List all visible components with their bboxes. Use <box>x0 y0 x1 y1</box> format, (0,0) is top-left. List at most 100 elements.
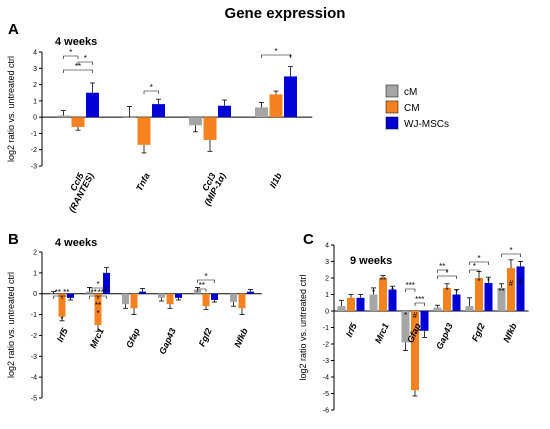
y-axis-label: log2 ratio vs. untreated ctrl <box>6 56 16 162</box>
significance-mark: ** <box>55 288 61 297</box>
category-label: Irf5 <box>55 326 70 344</box>
significance-bracket <box>77 61 93 65</box>
significance-mark: ** <box>380 276 386 285</box>
legend-label-CM: CM <box>404 103 420 114</box>
significance-bracket <box>405 288 416 292</box>
category-label: Irf5 <box>344 321 359 339</box>
bar-WJ-MSCs-1 <box>103 272 110 294</box>
y-tick-label: 0 <box>325 309 329 316</box>
bar-cM-0 <box>50 293 57 295</box>
bar-CM-5 <box>507 268 515 311</box>
significance-mark: ** <box>95 301 101 310</box>
y-tick-label: -3 <box>31 354 37 361</box>
significance-mark: * <box>60 315 63 324</box>
significance-mark: *** <box>406 281 415 290</box>
category-label: Fgf2 <box>470 322 487 343</box>
category-label: Gap43 <box>157 327 178 356</box>
significance-bracket <box>469 269 480 273</box>
bar-cM-5 <box>230 293 237 303</box>
bar-WJ-MSCs-5 <box>516 266 525 311</box>
y-axis-label: log2 ratio vs. untreated ctrl <box>6 272 16 378</box>
bar-CM-3 <box>443 287 451 311</box>
bar-cM-2 <box>189 117 202 126</box>
bar-cM-3 <box>158 293 165 298</box>
y-tick-label: 3 <box>325 259 329 266</box>
bar-CM-1 <box>137 117 151 145</box>
significance-mark: *** <box>415 295 424 304</box>
bar-CM-0 <box>71 117 85 127</box>
bar-cM-0 <box>57 115 70 118</box>
y-tick-label: 3 <box>33 66 37 73</box>
significance-mark: * <box>445 268 448 277</box>
bar-WJ-MSCs-3 <box>175 293 182 298</box>
bar-WJ-MSCs-1 <box>388 289 397 311</box>
bar-CM-1 <box>94 293 102 325</box>
bar-CM-3 <box>166 293 174 305</box>
bar-WJ-MSCs-0 <box>86 92 99 118</box>
significance-mark: # <box>413 311 418 320</box>
significance-bracket <box>61 295 71 299</box>
category-label: Il1b <box>268 171 284 190</box>
significance-mark: *** <box>98 288 107 297</box>
significance-mark: ** <box>498 287 504 296</box>
bar-WJ-MSCs-5 <box>247 291 254 294</box>
y-tick-label: -5 <box>31 396 37 403</box>
significance-bracket <box>97 295 107 299</box>
significance-mark: * <box>445 286 448 295</box>
significance-mark: ** <box>91 288 97 297</box>
legend-label-WJ-MSCs: WJ-MSCs <box>404 119 449 130</box>
bar-WJ-MSCs-1 <box>152 104 165 118</box>
bar-CM-3 <box>269 94 283 118</box>
bar-CM-0 <box>347 297 355 311</box>
significance-mark: * <box>473 262 476 271</box>
significance-mark: * <box>477 254 480 263</box>
y-tick-label: 0 <box>33 115 37 122</box>
bar-CM-1 <box>379 278 387 311</box>
significance-bracket <box>197 288 207 292</box>
category-label: Gap43 <box>434 322 455 351</box>
legend: cM CM WJ-MSCs <box>385 84 449 130</box>
significance-mark: * <box>455 288 458 297</box>
bar-cM-1 <box>86 291 93 294</box>
bar-CM-4 <box>475 278 483 311</box>
bar-cM-5 <box>497 287 506 311</box>
category-label: Mrc1 <box>88 327 106 350</box>
panel-c: C 9 weeks -6 -5 -4 -3 -2 -1 0 1 2 3 4 log2 ratio vs. … <box>298 231 529 415</box>
bar-WJ-MSCs-3 <box>452 294 461 311</box>
category-label: Nfkb <box>232 326 250 349</box>
panel-title: 9 weeks <box>350 255 392 267</box>
panel-title: 4 weeks <box>55 237 97 249</box>
legend-swatch-WJ-MSCs <box>385 116 399 130</box>
significance-mark: * <box>204 272 207 281</box>
significance-mark: ** <box>63 288 69 297</box>
significance-mark: * <box>69 48 72 57</box>
bar-WJ-MSCs-2 <box>420 311 429 331</box>
bar-cM-1 <box>123 117 136 118</box>
significance-mark: * <box>150 83 153 92</box>
significance-mark: * <box>477 277 480 286</box>
panel-title: 4 weeks <box>55 36 97 48</box>
y-tick-label: -1 <box>31 312 37 319</box>
bar-WJ-MSCs-0 <box>356 297 365 311</box>
y-tick-label: 1 <box>33 270 37 277</box>
y-tick-label: -2 <box>31 333 37 340</box>
significance-bracket <box>469 261 489 265</box>
bar-WJ-MSCs-4 <box>211 293 218 300</box>
significance-bracket <box>261 54 291 58</box>
significance-mark: # <box>518 277 523 286</box>
y-tick-label: -3 <box>31 164 37 171</box>
bar-WJ-MSCs-2 <box>139 291 146 294</box>
legend-label-cM: cM <box>404 87 417 98</box>
panel-a: A 4 weeks -3 -2 -1 0 1 2 3 4 log2 ratio vs. untrea… <box>6 21 313 214</box>
bar-cM-3 <box>433 307 442 311</box>
significance-mark: * <box>509 246 512 255</box>
significance-mark: * <box>404 311 407 320</box>
significance-bracket <box>197 279 215 283</box>
y-tick-label: -2 <box>31 147 37 154</box>
bar-CM-0 <box>58 293 66 317</box>
significance-mark: * <box>289 53 292 62</box>
significance-mark: * <box>96 309 99 318</box>
y-tick-label: -2 <box>323 342 329 349</box>
figure-title: Gene expression <box>225 5 346 22</box>
